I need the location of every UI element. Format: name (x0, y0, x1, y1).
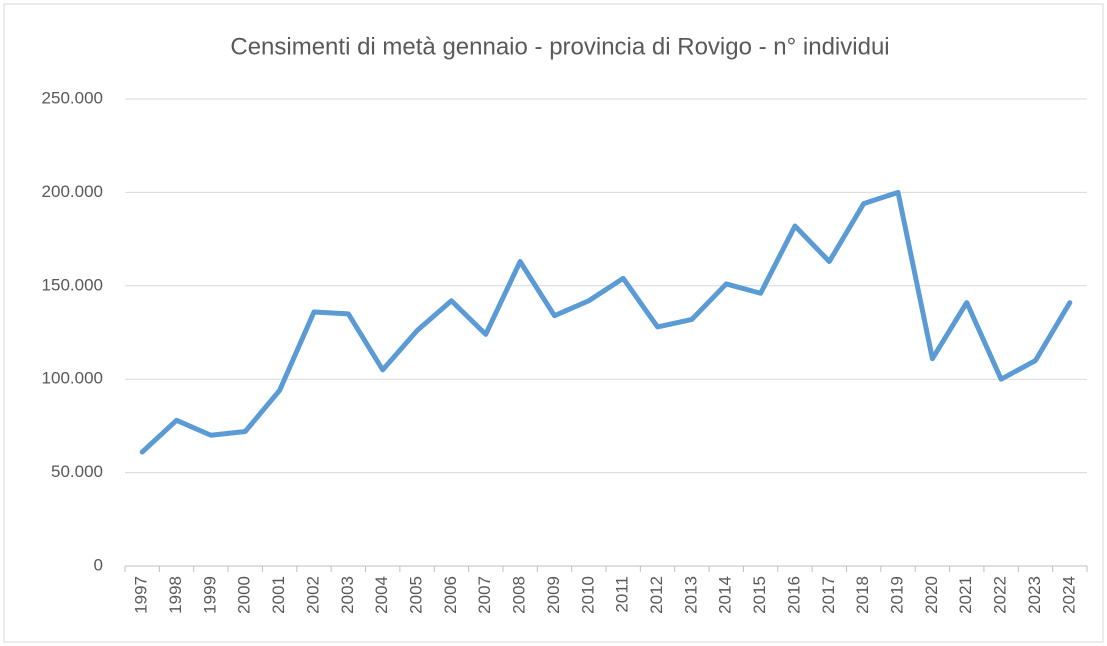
x-tick-label: 2008 (510, 576, 529, 614)
x-tick-label: 2009 (544, 576, 563, 614)
x-tick-label: 2001 (269, 576, 288, 614)
y-tick-label: 50.000 (51, 462, 103, 481)
chart-title: Censimenti di metà gennaio - provincia d… (230, 33, 889, 60)
x-tick-label: 2006 (441, 576, 460, 614)
x-tick-label: 2020 (922, 576, 941, 614)
y-tick-label: 0 (94, 555, 103, 574)
x-tick-label: 2017 (819, 576, 838, 614)
x-tick-label: 2016 (784, 576, 803, 614)
x-tick-label: 2019 (888, 576, 907, 614)
x-tick-label: 2007 (475, 576, 494, 614)
x-tick-label: 2010 (578, 576, 597, 614)
x-tick-label: 2003 (338, 576, 357, 614)
y-tick-label: 150.000 (42, 275, 103, 294)
x-tick-label: 2011 (613, 576, 632, 613)
x-tick-label: 2013 (681, 576, 700, 614)
x-tick-label: 1997 (132, 576, 151, 614)
y-tick-label: 250.000 (42, 88, 103, 107)
y-tick-label: 200.000 (42, 182, 103, 201)
x-tick-label: 2005 (407, 576, 426, 614)
x-tick-label: 2018 (853, 576, 872, 614)
x-tick-label: 1998 (166, 576, 185, 614)
data-line (139, 189, 1073, 455)
x-tick-label: 2024 (1059, 576, 1078, 614)
y-tick-label: 100.000 (42, 369, 103, 388)
x-tick-label: 2002 (303, 576, 322, 614)
x-tick-label: 2022 (991, 576, 1010, 614)
x-tick-label: 2015 (750, 576, 769, 614)
x-tick-label: 2012 (647, 576, 666, 614)
chart-frame (3, 3, 1104, 643)
x-tick-label: 2021 (956, 576, 975, 614)
x-tick-label: 2014 (716, 576, 735, 614)
x-tick-label: 2004 (372, 576, 391, 614)
x-tick-label: 2000 (235, 576, 254, 614)
x-tick-label: 2023 (1025, 576, 1044, 614)
x-tick-label: 1999 (200, 576, 219, 614)
